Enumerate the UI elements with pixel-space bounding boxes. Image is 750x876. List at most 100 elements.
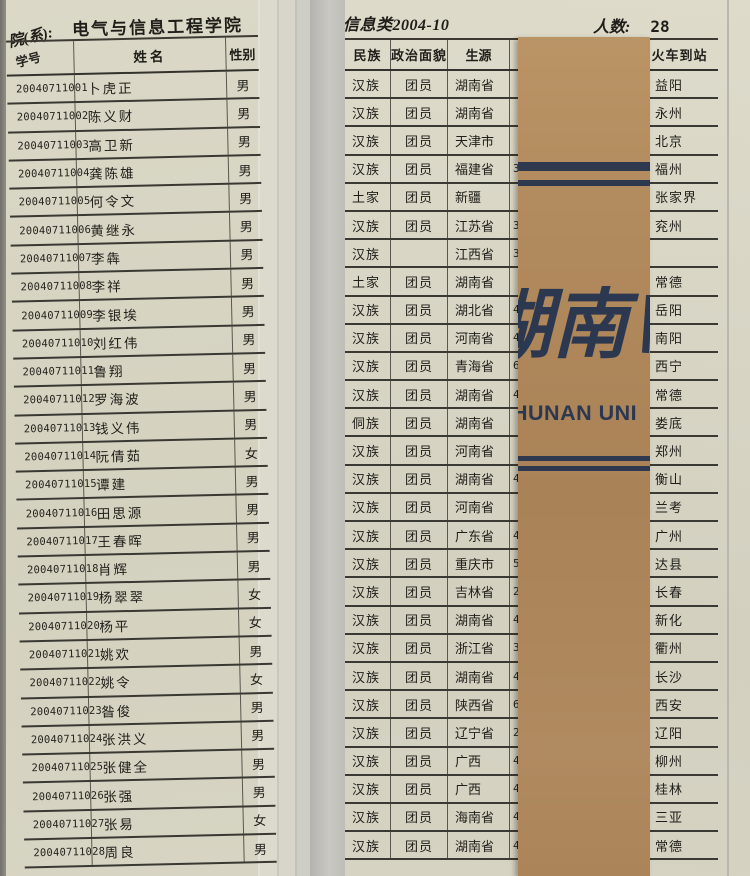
ethnicity-cell: 汉族 [345,211,391,239]
train-station-cell: 益阳 [640,71,718,98]
student-name-cell: 卜虎正 [74,71,228,102]
student-detail-row: 汉族 团员 青海省 6 西宁 [345,352,718,382]
student-id-cell: 20040711011 [13,358,94,386]
origin-cell: 湖南省 [448,606,510,633]
student-name-cell: 田思源 [84,496,237,526]
train-station-cell: 常德 [640,381,718,408]
ethnicity-cell: 汉族 [345,324,391,351]
bookmark-strip[interactable]: 湖南 HUNAN UNI [518,37,650,876]
ethnicity-cell: 汉族 [345,352,391,380]
left-page-paper [6,0,258,876]
student-name-cell: 何令文 [77,184,230,215]
partially-hidden-cell: 4 [513,754,520,768]
bookmark-english-text: HUNAN UNI [518,401,638,425]
partially-hidden-cell: 3 [513,218,520,232]
ethnicity-cell: 汉族 [345,775,391,802]
origin-cell: 陕西省 [448,691,510,718]
political-status-cell: 团员 [391,634,448,661]
origin-cell: 辽宁省 [448,719,510,746]
origin-cell: 江苏省 [448,211,510,239]
spine-gap [310,0,345,876]
student-name-cell: 钱义伟 [82,411,236,441]
ethnicity-cell: 汉族 [345,71,391,98]
partially-hidden-cell: 4 [513,472,520,486]
partially-hidden-cell: 2 [513,725,520,739]
student-detail-row: 汉族 团员 辽宁省 2 辽阳 [345,719,718,748]
partially-hidden-cell: 4 [513,810,520,824]
origin-cell: 重庆市 [448,550,510,577]
origin-cell: 湖南省 [448,381,510,408]
train-station-cell: 长春 [640,578,718,605]
origin-cell: 广西 [448,747,510,774]
origin-cell: 湖南省 [448,409,510,436]
student-gender-cell: 女 [244,445,259,461]
political-status-cell: 团员 [391,465,448,492]
student-detail-row: 汉族 团员 陕西省 6 西安 [345,691,718,720]
ethnicity-cell: 汉族 [345,437,391,464]
train-station-cell: 岳阳 [640,296,718,323]
train-station-cell: 三亚 [640,803,718,831]
student-name-cell: 鲁翔 [81,354,234,385]
bookmark-chinese-calligraphy: 湖南 [518,280,628,369]
political-status-cell: 团员 [391,662,448,690]
origin-cell: 吉林省 [448,578,510,605]
bookmark-top-bar [518,162,650,171]
col-header-gender: 性别 [229,46,256,63]
origin-cell: 广西 [448,775,510,802]
train-station-cell: 兖州 [640,211,718,239]
partially-hidden-cell: 2 [513,584,520,598]
student-gender-cell: 男 [249,643,263,659]
student-id-cell: 20040711002 [7,103,89,132]
student-name-cell: 李银埃 [79,297,233,328]
origin-cell: 天津市 [448,127,510,154]
student-name-cell: 李犇 [78,241,232,272]
student-name-cell: 谭建 [83,467,237,498]
bookmark-double-bar-top [518,456,650,461]
student-gender-cell: 男 [240,247,254,263]
student-gender-cell: 男 [239,219,253,235]
political-status-cell: 团员 [391,522,448,549]
political-status-cell: 团员 [391,493,448,520]
student-gender-cell: 男 [242,332,256,348]
left-roster-table: 学号 姓名 性别 20040711001 卜虎正 男 20040711002 陈… [6,34,277,869]
political-status-cell: 团员 [391,409,448,436]
student-gender-cell: 女 [253,813,267,829]
bookmark-double-bar-bottom [518,466,650,471]
student-gender-cell: 男 [251,728,265,744]
student-id-cell: 20040711001 [6,75,88,103]
political-status-cell: 团员 [391,99,448,126]
student-gender-cell: 男 [246,530,261,546]
student-id-cell: 20040711007 [10,244,92,273]
student-gender-cell: 男 [252,785,266,801]
student-id-cell: 20040711005 [9,188,91,217]
political-status-cell: 团员 [391,127,448,154]
origin-cell: 河南省 [448,324,510,351]
origin-cell: 江西省 [448,240,510,267]
origin-cell: 湖南省 [448,832,510,859]
train-station-cell: 常德 [640,268,718,295]
bookmark-clipped-stroke [641,294,650,354]
train-station-cell: 辽阳 [640,719,718,746]
origin-cell: 湖北省 [448,296,510,323]
political-status-cell: 团员 [391,832,448,859]
train-station-cell: 福州 [640,155,718,182]
train-station-cell: 南阳 [640,324,718,351]
student-name-cell: 张强 [90,778,244,809]
col-header-student-id: 学号 [6,41,75,75]
ethnicity-cell: 汉族 [345,99,391,126]
train-station-cell: 永州 [640,99,718,126]
origin-cell: 浙江省 [448,634,510,661]
headcount: 人数: 28 [593,13,670,37]
train-station-cell: 新化 [640,606,718,633]
partially-hidden-cell: 4 [513,387,520,401]
partially-hidden-cell: 4 [513,528,520,542]
ethnicity-cell: 汉族 [345,296,391,323]
student-id-cell: 20040711004 [8,159,90,188]
student-id-cell: 20040711025 [22,754,103,782]
student-gender-cell: 男 [243,388,257,405]
student-gender-cell: 男 [237,134,252,150]
student-gender-cell: 男 [242,360,257,376]
student-id-cell: 20040711018 [17,556,99,584]
col-header-political-status: 政治面貌 [391,40,448,69]
train-station-cell: 桂林 [640,775,718,802]
